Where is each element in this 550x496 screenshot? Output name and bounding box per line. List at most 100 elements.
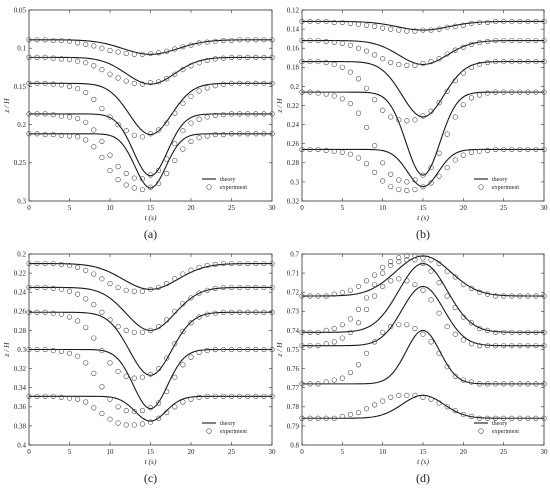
x-tick-label: 20 xyxy=(460,204,468,212)
y-tick-label: 0.74 xyxy=(287,327,300,335)
experiment-point xyxy=(131,175,137,181)
legend-experiment-label: experiment xyxy=(220,185,247,191)
experiment-point xyxy=(42,131,48,138)
x-tick-label: 25 xyxy=(500,448,508,456)
experiment-point xyxy=(307,89,313,95)
theory-curve-5 xyxy=(302,394,544,419)
experiment-point xyxy=(107,167,113,174)
experiment-point xyxy=(501,37,507,44)
experiment-point xyxy=(269,260,275,267)
experiment-point xyxy=(363,85,370,91)
experiment-point xyxy=(323,18,329,25)
experiment-point xyxy=(147,50,154,57)
experiment-point xyxy=(91,144,97,150)
experiment-point xyxy=(58,132,65,138)
experiment-point xyxy=(509,18,515,25)
x-tick-label: 30 xyxy=(541,204,549,212)
y-tick-label: 0.4 xyxy=(17,441,26,449)
experiment-point xyxy=(204,133,210,139)
experiment-point xyxy=(107,360,113,366)
experiment-point xyxy=(388,259,394,265)
experiment-point xyxy=(428,339,434,345)
experiment-point xyxy=(180,128,186,134)
experiment-point xyxy=(372,402,378,408)
experiment-point xyxy=(269,80,275,86)
theory-curve-2 xyxy=(302,40,544,65)
y-tick-label: 0.79 xyxy=(287,422,300,430)
experiment-point xyxy=(220,284,226,291)
experiment-point xyxy=(26,309,32,315)
experiment-point xyxy=(501,343,507,349)
experiment-point xyxy=(307,146,313,153)
experiment-point xyxy=(363,406,370,412)
experiment-point xyxy=(525,381,531,387)
experiment-point xyxy=(139,81,145,87)
experiment-point xyxy=(428,58,434,65)
experiment-point xyxy=(220,55,226,61)
experiment-point xyxy=(339,40,345,47)
experiment-point xyxy=(83,137,89,143)
experiment-point xyxy=(269,37,275,43)
experiment-point xyxy=(363,278,370,284)
theory-curve-1 xyxy=(29,263,272,290)
experiment-point xyxy=(501,18,507,25)
experiment-point xyxy=(26,393,32,399)
experiment-point xyxy=(541,58,547,65)
x-tick-label: 15 xyxy=(147,204,155,212)
experiment-point xyxy=(476,325,483,332)
experiment-point xyxy=(355,110,362,116)
x-tick-label: 15 xyxy=(147,448,155,456)
experiment-point xyxy=(355,45,362,51)
experiment-point xyxy=(420,113,426,119)
experiment-point xyxy=(253,309,259,315)
experiment-point xyxy=(245,54,251,60)
experiment-point xyxy=(139,186,145,193)
experiment-point xyxy=(396,117,402,123)
experiment-point xyxy=(34,393,40,399)
x-tick-label: 30 xyxy=(269,204,277,212)
experiment-point xyxy=(50,112,56,118)
experiment-point xyxy=(331,415,337,421)
experiment-point xyxy=(476,19,483,26)
x-tick-label: 5 xyxy=(68,204,72,212)
experiment-point xyxy=(380,107,386,113)
experiment-point xyxy=(460,377,466,383)
experiment-point xyxy=(26,131,32,137)
experiment-point xyxy=(404,118,410,124)
experiment-point xyxy=(34,111,40,117)
experiment-point xyxy=(476,381,483,387)
experiment-point xyxy=(115,49,121,55)
experiment-point xyxy=(212,285,218,291)
experiment-point xyxy=(452,157,458,163)
experiment-point xyxy=(172,71,178,77)
experiment-point xyxy=(188,63,194,69)
x-tick-label: 15 xyxy=(420,204,428,212)
y-axis-title: z / H xyxy=(2,342,11,358)
x-tick-label: 25 xyxy=(228,448,236,456)
experiment-point xyxy=(131,375,137,381)
experiment-point xyxy=(452,274,458,280)
experiment-point xyxy=(139,51,145,57)
experiment-point xyxy=(299,58,305,65)
experiment-point xyxy=(331,377,337,383)
experiment-point xyxy=(363,306,370,312)
experiment-point xyxy=(99,384,105,390)
experiment-point xyxy=(525,293,531,299)
experiment-point xyxy=(331,148,337,154)
experiment-point xyxy=(315,146,321,153)
legend-experiment-swatch xyxy=(206,428,212,434)
experiment-point xyxy=(501,293,507,299)
experiment-point xyxy=(107,71,113,77)
theory-curve-2 xyxy=(302,262,544,333)
experiment-point xyxy=(172,308,178,314)
experiment-point xyxy=(404,322,410,328)
x-tick-label: 10 xyxy=(379,204,387,212)
experiment-point xyxy=(347,151,354,157)
experiment-point xyxy=(99,66,105,73)
experiment-point xyxy=(139,408,145,414)
experiment-point xyxy=(50,310,56,316)
experiment-point xyxy=(355,283,362,290)
experiment-point xyxy=(412,177,418,183)
experiment-point xyxy=(533,89,539,95)
experiment-point xyxy=(315,90,321,96)
